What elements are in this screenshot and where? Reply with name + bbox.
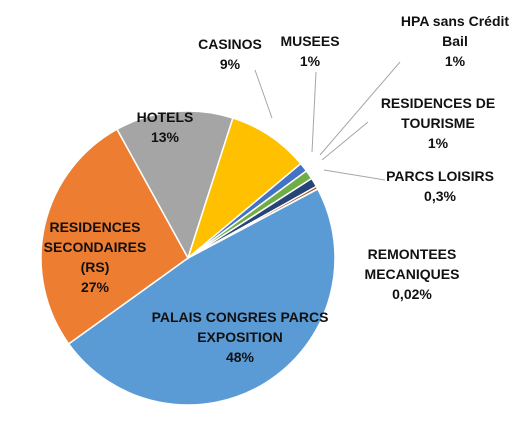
data-label: RESIDENCES DE TOURISME 1% xyxy=(381,95,495,151)
category-label: PARCS LOISIRS xyxy=(386,168,494,184)
value-label: 9% xyxy=(220,56,241,72)
leader-line xyxy=(311,71,317,153)
category-label-line: PARCS LOISIRS xyxy=(386,168,494,184)
category-label-line: RESIDENCES DE xyxy=(381,95,495,111)
value-label: 1% xyxy=(300,53,321,69)
data-label: RESIDENCES SECONDAIRES (RS) 27% xyxy=(44,219,147,295)
category-label: RESIDENCES SECONDAIRES (RS) xyxy=(44,219,147,275)
data-label: HPA sans Crédit Bail 1% xyxy=(401,13,509,69)
value-label: 1% xyxy=(445,53,466,69)
value-label: 0,02% xyxy=(392,286,432,302)
value-label: 27% xyxy=(81,279,110,295)
category-label-line: HPA sans Crédit xyxy=(401,13,509,29)
category-label-line: PALAIS CONGRES PARCS xyxy=(152,309,329,325)
category-label-line: MECANIQUES xyxy=(365,266,460,282)
category-label-line: (RS) xyxy=(81,259,110,275)
category-label-line: Bail xyxy=(442,33,468,49)
leader-line xyxy=(319,61,401,156)
category-label: HPA sans Crédit Bail xyxy=(401,13,509,49)
category-label: REMONTEES MECANIQUES xyxy=(365,246,460,282)
leader-line xyxy=(254,69,273,119)
category-label: HOTELS xyxy=(137,109,194,125)
value-label: 13% xyxy=(151,129,180,145)
category-label-line: RESIDENCES xyxy=(49,219,140,235)
data-label: MUSEES 1% xyxy=(280,33,339,69)
leader-lines xyxy=(254,61,401,181)
data-label: HOTELS 13% xyxy=(137,109,194,145)
category-label-line: HOTELS xyxy=(137,109,194,125)
category-label-line: REMONTEES xyxy=(368,246,457,262)
slices xyxy=(40,110,336,406)
leader-line xyxy=(321,121,369,161)
pie-slice xyxy=(186,117,302,261)
data-label: REMONTEES MECANIQUES 0,02% xyxy=(365,246,460,302)
category-label: MUSEES xyxy=(280,33,339,49)
data-label: CASINOS 9% xyxy=(198,36,262,72)
leader-line xyxy=(323,169,386,181)
value-label: 1% xyxy=(428,135,449,151)
category-label-line: TOURISME xyxy=(401,115,475,131)
data-label: PARCS LOISIRS 0,3% xyxy=(386,168,494,204)
labels: PALAIS CONGRES PARCS EXPOSITION 48% RESIDEN… xyxy=(44,13,510,365)
data-label: PALAIS CONGRES PARCS EXPOSITION 48% xyxy=(152,309,329,365)
category-label: RESIDENCES DE TOURISME xyxy=(381,95,495,131)
value-label: 0,3% xyxy=(424,188,456,204)
category-label-line: CASINOS xyxy=(198,36,262,52)
pie-slice xyxy=(67,187,336,406)
category-label: CASINOS xyxy=(198,36,262,52)
pie-slice xyxy=(116,110,234,260)
category-label-line: SECONDAIRES xyxy=(44,239,147,255)
pie-slice xyxy=(187,187,319,259)
value-label: 48% xyxy=(226,349,255,365)
pie-slice xyxy=(40,128,189,345)
category-label-line: EXPOSITION xyxy=(197,329,283,345)
category-label-line: MUSEES xyxy=(280,33,339,49)
category-label: PALAIS CONGRES PARCS EXPOSITION xyxy=(152,309,329,345)
